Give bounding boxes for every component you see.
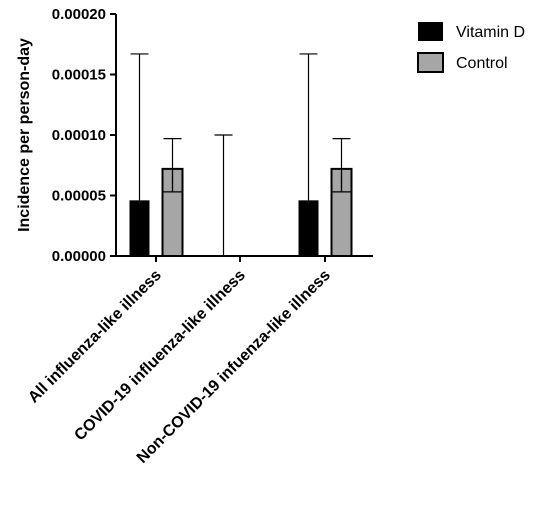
y-tick-label: 0.00000 [52,248,106,265]
y-tick-label: 0.00020 [52,6,106,23]
legend: Vitamin D Control [417,22,525,73]
legend-label: Vitamin D [456,24,525,41]
y-tick-label: 0.00015 [52,67,106,84]
plot-area: 0.00000 0.00005 0.00010 0.00015 0.00020 All i… [25,6,373,467]
y-tick-label: 0.00010 [52,127,106,144]
x-tick-label: All influenza-like illness [25,267,165,407]
y-axis-label: Incidence per person-day [16,38,33,232]
bar [298,200,319,256]
legend-swatch [417,52,444,73]
legend-label: Control [456,55,508,72]
x-tick-label: COVID-19 influenza-like illness [71,267,248,444]
bar [129,200,150,256]
legend-swatch [418,22,443,41]
y-tick-label: 0.00005 [52,188,106,205]
x-tick-label: Non-COVID-19 infuenza-like illness [134,267,334,467]
